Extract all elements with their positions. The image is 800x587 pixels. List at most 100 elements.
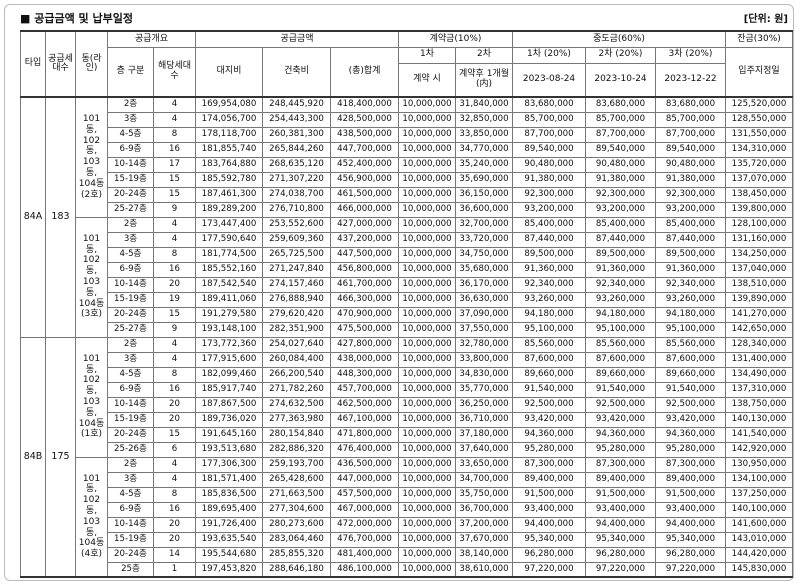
data-cell: 282,886,320	[262, 441, 331, 458]
data-cell: 14	[153, 546, 196, 563]
data-cell: 142,920,000	[725, 441, 793, 458]
data-cell: 3층	[107, 111, 154, 128]
table-row: 4-5층 8 178,118,700 260,381,300 438,500,000 10…	[21, 126, 793, 143]
data-cell: 37,640,000	[455, 441, 513, 458]
data-cell: 2층	[107, 456, 154, 473]
data-cell: 94,360,000	[585, 426, 656, 443]
data-cell: 134,490,000	[725, 366, 793, 383]
table-row: 101동, 102동, 103동, 104동 (3호) 2층 4 173,447,40…	[21, 216, 793, 338]
data-cell: 10,000,000	[398, 351, 456, 368]
data-cell: 10,000,000	[398, 141, 456, 158]
data-cell: 93,260,000	[585, 291, 656, 308]
data-cell: 94,360,000	[655, 426, 726, 443]
table-row: 4-5층 8 185,836,500 271,663,500 457,500,000 10…	[21, 486, 793, 503]
header-cell: 계약 시	[398, 62, 456, 98]
data-cell: 285,855,320	[262, 546, 331, 563]
data-cell: 10,000,000	[398, 441, 456, 458]
data-cell: 15	[153, 171, 196, 188]
data-cell: 20-24층	[107, 306, 154, 323]
header-cell: 잔금(30%)	[725, 30, 793, 48]
data-cell: 2층	[107, 96, 154, 113]
data-cell: 137,310,000	[725, 381, 793, 398]
data-cell: 181,855,740	[195, 141, 263, 158]
data-cell: 85,560,000	[655, 336, 726, 353]
data-cell: 10,000,000	[398, 471, 456, 488]
data-cell: 87,440,000	[512, 231, 586, 248]
data-cell: 169,954,080	[195, 96, 263, 113]
data-cell: 185,592,780	[195, 171, 263, 188]
data-cell: 93,420,000	[585, 411, 656, 428]
type-cell: 84B	[20, 336, 46, 578]
data-cell: 95,100,000	[512, 321, 586, 338]
table-row: 6-9층 16 189,695,400 277,304,600 467,000,000 1…	[21, 501, 793, 518]
data-cell: 134,100,000	[725, 471, 793, 488]
data-cell: 466,000,000	[330, 201, 399, 218]
data-cell: 20-24층	[107, 426, 154, 443]
units-cell: 183	[45, 96, 76, 338]
data-cell: 4	[153, 456, 196, 473]
data-cell: 93,260,000	[655, 291, 726, 308]
data-cell: 16	[153, 141, 196, 158]
data-cell: 89,660,000	[655, 366, 726, 383]
data-cell: 93,420,000	[655, 411, 726, 428]
data-cell: 90,480,000	[512, 156, 586, 173]
data-cell: 83,680,000	[655, 96, 726, 113]
data-cell: 32,700,000	[455, 216, 513, 233]
data-cell: 135,720,000	[725, 156, 793, 173]
data-cell: 134,310,000	[725, 141, 793, 158]
table-row: 25-26층 6 193,513,680 282,886,320 476,400,000…	[21, 441, 793, 458]
data-cell: 94,360,000	[512, 426, 586, 443]
data-cell: 89,660,000	[512, 366, 586, 383]
data-cell: 91,500,000	[512, 486, 586, 503]
data-cell: 10,000,000	[398, 321, 456, 338]
data-cell: 6	[153, 441, 196, 458]
data-cell: 475,500,000	[330, 321, 399, 338]
data-cell: 34,700,000	[455, 471, 513, 488]
data-cell: 10,000,000	[398, 456, 456, 473]
table-row: 3층 4 181,571,400 265,428,600 447,000,000 10,0…	[21, 471, 793, 488]
data-cell: 91,360,000	[585, 261, 656, 278]
data-cell: 36,630,000	[455, 291, 513, 308]
unit-label: [단위: 원]	[743, 14, 788, 25]
table-row: 101동, 102동, 103동, 104동 (4호) 2층 4 177,306,30…	[21, 456, 793, 578]
data-cell: 10,000,000	[398, 306, 456, 323]
table-row: 6-9층 16 185,917,740 271,782,260 457,700,000 1…	[21, 381, 793, 398]
data-cell: 3층	[107, 471, 154, 488]
data-cell: 6-9층	[107, 141, 154, 158]
data-cell: 173,772,360	[195, 336, 263, 353]
data-cell: 438,000,000	[330, 351, 399, 368]
data-cell: 279,620,420	[262, 306, 331, 323]
data-cell: 457,700,000	[330, 381, 399, 398]
data-cell: 33,800,000	[455, 351, 513, 368]
data-cell: 138,750,000	[725, 396, 793, 413]
data-cell: 92,340,000	[655, 276, 726, 293]
data-cell: 141,270,000	[725, 306, 793, 323]
data-cell: 93,420,000	[512, 411, 586, 428]
data-cell: 32,780,000	[455, 336, 513, 353]
data-cell: 4	[153, 96, 196, 113]
data-cell: 9	[153, 321, 196, 338]
data-cell: 89,400,000	[512, 471, 586, 488]
data-cell: 35,690,000	[455, 171, 513, 188]
data-cell: 467,000,000	[330, 501, 399, 518]
data-cell: 93,400,000	[585, 501, 656, 518]
data-cell: 10,000,000	[398, 96, 456, 113]
data-cell: 31,840,000	[455, 96, 513, 113]
data-cell: 266,200,540	[262, 366, 331, 383]
data-cell: 33,650,000	[455, 456, 513, 473]
data-cell: 10,000,000	[398, 231, 456, 248]
data-cell: 182,099,460	[195, 366, 263, 383]
data-cell: 10,000,000	[398, 246, 456, 263]
table-row: 3층 4 174,056,700 254,443,300 428,500,000 10,0…	[21, 111, 793, 128]
data-cell: 448,300,000	[330, 366, 399, 383]
data-cell: 87,300,000	[585, 456, 656, 473]
table-row: 3층 4 177,915,600 260,084,400 438,000,000 10,0…	[21, 351, 793, 368]
data-cell: 87,700,000	[585, 126, 656, 143]
data-cell: 85,560,000	[512, 336, 586, 353]
data-cell: 83,680,000	[512, 96, 586, 113]
data-cell: 87,600,000	[585, 351, 656, 368]
data-cell: 35,680,000	[455, 261, 513, 278]
data-cell: 260,381,300	[262, 126, 331, 143]
data-cell: 3층	[107, 231, 154, 248]
